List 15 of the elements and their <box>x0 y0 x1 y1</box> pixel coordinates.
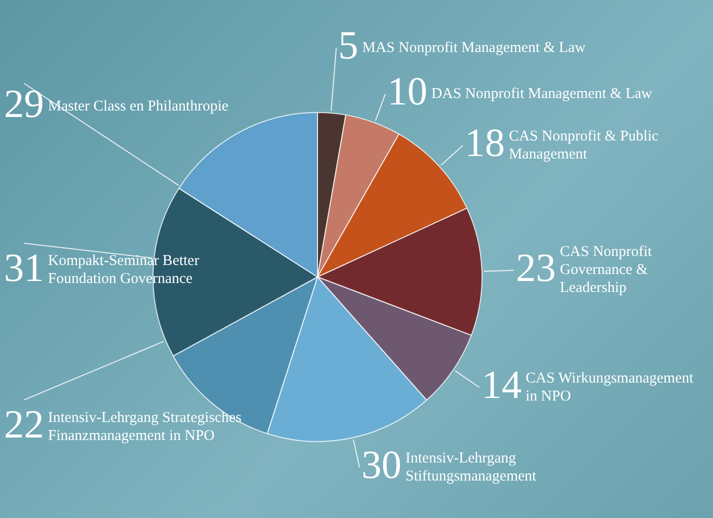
slice-label: CAS Nonprofit Governance & Leadership <box>560 244 653 296</box>
data-label: 22 <box>4 401 44 446</box>
data-label: 30 <box>362 442 402 487</box>
slice-label: Intensiv-Lehrgang Stiftungsmanagement <box>406 450 538 484</box>
data-label: 5 <box>338 22 358 68</box>
data-label: 10 <box>387 68 428 114</box>
data-label: 31 <box>4 244 44 290</box>
data-label: 29 <box>4 80 44 126</box>
data-label: 23 <box>516 244 556 290</box>
data-label: 14 <box>482 362 522 407</box>
slice-label: CAS Nonprofit & Public Management <box>508 128 659 162</box>
slice-label: MAS Nonprofit Management & Law <box>362 40 586 56</box>
slice-label: CAS Wirkungsmanagement in NPO <box>526 370 694 404</box>
data-label: 18 <box>464 120 505 166</box>
slice-label: DAS Nonprofit Management & Law <box>431 86 652 102</box>
